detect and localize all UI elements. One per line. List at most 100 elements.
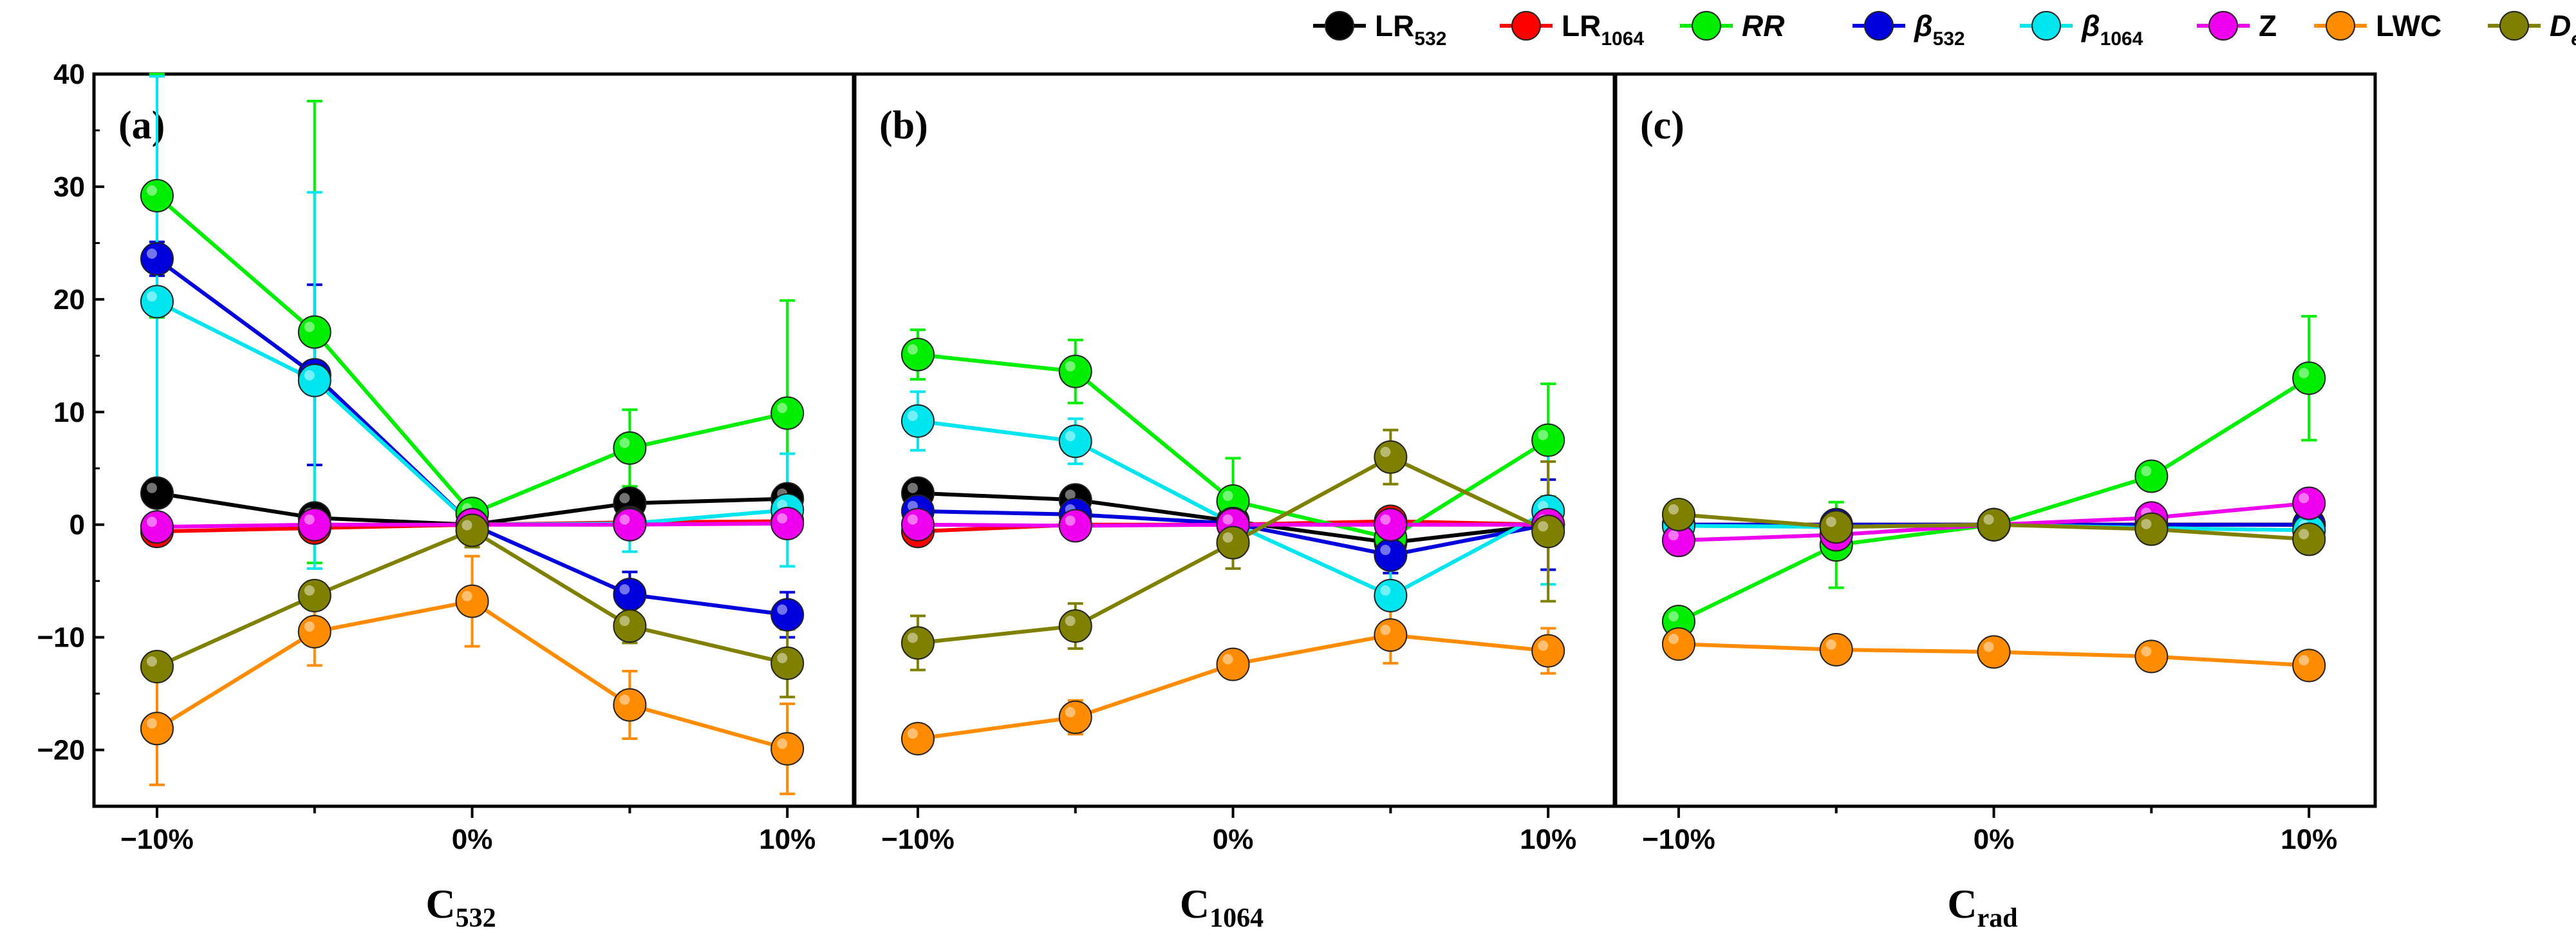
- data-point-highlight: [777, 402, 788, 413]
- panels: −10% 0% 10%C532(a)−10% 0% 10%C1064(b)−10% 0% 1…: [92, 72, 2377, 933]
- data-point-highlight: [619, 514, 630, 525]
- data-point-highlight: [2299, 493, 2310, 504]
- data-point: [297, 614, 331, 648]
- data-point: [1531, 423, 1565, 457]
- legend-label: LR532: [1375, 9, 1446, 50]
- data-point: [1058, 700, 1092, 734]
- data-point: [613, 688, 647, 722]
- data-point: [455, 513, 489, 547]
- data-point-highlight: [1065, 489, 1076, 500]
- data-point: [1216, 525, 1250, 560]
- data-point-highlight: [907, 728, 918, 739]
- data-point: [140, 285, 174, 319]
- data-point-highlight: [1380, 544, 1391, 555]
- data-point-highlight: [2299, 529, 2310, 540]
- data-point-highlight: [462, 520, 472, 531]
- markers-Deff: [901, 440, 1565, 660]
- data-point: [140, 510, 174, 544]
- legend-item-b1064: β1064: [2020, 9, 2143, 50]
- data-point-highlight: [1222, 654, 1233, 665]
- legend-item-LR532: LR532: [1313, 9, 1446, 50]
- data-point-highlight: [304, 370, 315, 381]
- x-tick-label: 10%: [759, 824, 816, 855]
- legend-item-Deff: Deff: [2488, 9, 2576, 50]
- data-point: [2134, 639, 2169, 674]
- data-point-highlight: [1983, 514, 1994, 525]
- data-point: [1058, 609, 1092, 643]
- data-point: [1819, 510, 1853, 544]
- data-point-highlight: [619, 584, 630, 595]
- data-point: [297, 578, 331, 612]
- data-point: [901, 626, 935, 660]
- data-point-highlight: [2141, 518, 2152, 529]
- data-point: [901, 722, 935, 756]
- data-point-highlight: [1380, 514, 1391, 525]
- series-line: [155, 194, 788, 516]
- data-point-highlight: [1222, 514, 1233, 525]
- data-point-highlight: [146, 482, 157, 493]
- x-tick-label: −10%: [881, 824, 955, 855]
- data-point: [297, 315, 331, 349]
- data-point: [770, 396, 805, 430]
- markers-RR: [1661, 361, 2326, 639]
- legend-item-LWC: LWC: [2314, 9, 2441, 43]
- data-point-highlight: [907, 514, 918, 525]
- data-point: [901, 404, 935, 438]
- data-point: [455, 584, 489, 618]
- data-point-highlight: [777, 652, 788, 663]
- x-tick-label: 0%: [1974, 824, 2015, 855]
- y-tick-label: 30: [53, 171, 85, 203]
- legend-marker: [2208, 11, 2238, 41]
- data-point: [2134, 512, 2169, 546]
- data-point: [1661, 497, 1695, 531]
- panel-label: (c): [1640, 104, 1685, 147]
- data-point-highlight: [2141, 466, 2152, 477]
- markers-LWC: [140, 584, 805, 766]
- data-point: [1531, 515, 1565, 549]
- data-point: [1374, 507, 1408, 542]
- data-point: [1374, 618, 1408, 652]
- x-tick-label: 0%: [1213, 824, 1254, 855]
- data-point: [1977, 635, 2011, 669]
- markers-RR: [140, 178, 805, 531]
- y-tick-label: −10: [37, 622, 85, 654]
- y-tick-label: −20: [37, 735, 85, 766]
- series-line: [156, 299, 788, 527]
- data-point: [1374, 578, 1408, 612]
- legend-marker: [2031, 11, 2061, 41]
- data-point-highlight: [1983, 641, 1994, 652]
- data-point-highlight: [777, 738, 788, 749]
- data-point-highlight: [1380, 585, 1391, 596]
- data-point-highlight: [1825, 639, 1836, 650]
- data-point: [1058, 424, 1092, 459]
- data-point-highlight: [1065, 616, 1076, 627]
- data-point: [140, 178, 174, 213]
- data-point-highlight: [304, 621, 315, 632]
- legend-marker: [1511, 11, 1541, 41]
- data-point: [901, 507, 935, 542]
- legend-label: Z: [2259, 9, 2277, 43]
- data-point: [770, 506, 805, 540]
- data-point-highlight: [146, 718, 157, 729]
- x-tick-label: 10%: [2281, 824, 2337, 855]
- legend-marker: [1692, 11, 1721, 41]
- data-point-highlight: [1668, 504, 1679, 515]
- data-point-highlight: [304, 514, 315, 525]
- data-point-highlight: [1538, 521, 1549, 532]
- data-point-highlight: [462, 591, 472, 601]
- data-point-highlight: [1668, 530, 1679, 541]
- data-point: [613, 507, 647, 542]
- legend-label: RR: [1742, 9, 1784, 43]
- data-point-highlight: [907, 410, 918, 421]
- legend-marker: [1864, 11, 1894, 41]
- data-point: [140, 712, 174, 746]
- data-point-highlight: [1538, 430, 1549, 440]
- data-point-highlight: [304, 321, 315, 332]
- data-point: [1374, 440, 1408, 474]
- data-point: [1819, 632, 1853, 667]
- markers-Deff: [1661, 497, 2326, 556]
- data-point: [2134, 459, 2169, 493]
- panel-a: −10% 0% 10%C532(a): [92, 72, 855, 933]
- data-point: [2292, 361, 2326, 395]
